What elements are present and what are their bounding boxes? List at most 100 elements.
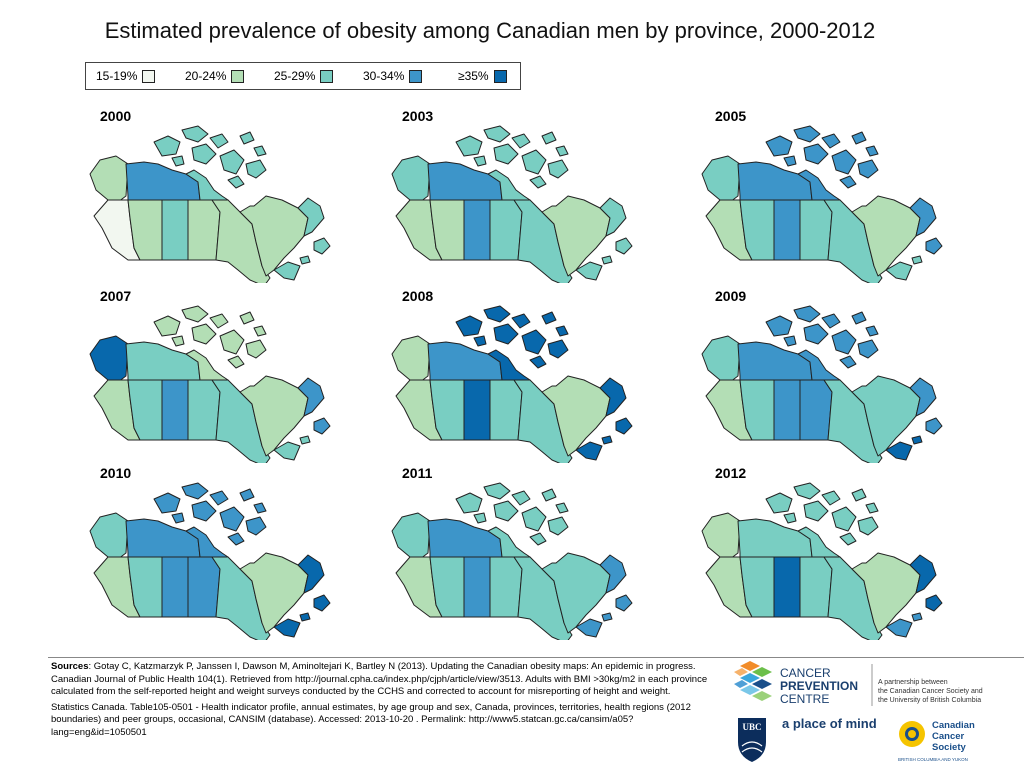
ccs-sub: BRITISH COLUMBIA AND YUKON [898, 757, 968, 762]
region-nt [427, 161, 503, 201]
region-nu [487, 349, 531, 381]
region-mb [187, 556, 221, 618]
legend-item: 15-19% [96, 69, 156, 83]
region-mb [489, 556, 523, 618]
arctic-island [803, 500, 829, 522]
legend-label: 30-34% [363, 69, 405, 83]
region-nu [185, 349, 229, 381]
arctic-island [821, 313, 841, 329]
arctic-island [245, 516, 267, 536]
region-sk [773, 199, 801, 261]
legend-label: 25-29% [274, 69, 316, 83]
region-pei [299, 435, 311, 445]
partnership-line1: A partnership between [878, 679, 948, 686]
arctic-island [219, 506, 245, 532]
region-sk [161, 379, 189, 441]
arctic-island [765, 135, 793, 157]
region-newfoundland-island [313, 237, 331, 255]
legend-item: 30-34% [363, 69, 423, 83]
region-yt [89, 512, 129, 560]
arctic-island [245, 159, 267, 179]
canada-map [89, 125, 331, 283]
region-yt [391, 512, 431, 560]
region-nl [599, 554, 627, 594]
arctic-island [209, 490, 229, 506]
region-yt [391, 335, 431, 383]
arctic-island [851, 131, 867, 145]
region-yt [391, 155, 431, 203]
region-nl [599, 197, 627, 237]
region-nu [797, 349, 841, 381]
legend-label: ≥35% [458, 69, 489, 83]
region-newfoundland-island [925, 417, 943, 435]
partner-logos: CANCER PREVENTION CENTRE A partnership b… [730, 660, 1020, 765]
arctic-island [493, 143, 519, 165]
arctic-island [483, 125, 511, 143]
map-year-label: 2010 [100, 465, 132, 481]
arctic-island [209, 313, 229, 329]
map-panel: 2010 [88, 465, 388, 640]
region-qc [851, 552, 921, 634]
arctic-island [783, 335, 797, 347]
region-mb [187, 379, 221, 441]
arctic-island [171, 512, 185, 524]
arctic-island [765, 315, 793, 337]
region-newfoundland-island [615, 237, 633, 255]
arctic-island [851, 311, 867, 325]
arctic-island [541, 311, 557, 325]
legend-swatch [493, 69, 507, 83]
region-sk [773, 379, 801, 441]
region-yt [89, 155, 129, 203]
region-pei [911, 435, 923, 445]
arctic-island [181, 125, 209, 143]
logos-graphic: CANCER PREVENTION CENTRE A partnership b… [734, 661, 983, 762]
map-panel: 2003 [390, 108, 690, 283]
region-nl [909, 377, 937, 417]
legend-item: ≥35% [458, 69, 507, 83]
map-panel: 2008 [390, 288, 690, 463]
region-nt [427, 518, 503, 558]
arctic-island [857, 159, 879, 179]
arctic-island [511, 133, 531, 149]
ccs-line3: Society [932, 742, 967, 753]
ccs-line1: Canadian [932, 720, 975, 731]
arctic-island [529, 175, 547, 189]
region-yt [701, 155, 741, 203]
map-year-label: 2012 [715, 465, 747, 481]
region-nt [125, 161, 201, 201]
arctic-island [239, 311, 255, 325]
region-nt [737, 161, 813, 201]
region-yt [89, 335, 129, 383]
region-mb [799, 379, 833, 441]
map-panel: 2005 [700, 108, 1000, 283]
arctic-island [821, 490, 841, 506]
map-panel: 2007 [88, 288, 388, 463]
arctic-island [239, 131, 255, 145]
arctic-island [473, 512, 487, 524]
arctic-island [547, 516, 569, 536]
map-year-label: 2005 [715, 108, 747, 124]
arctic-island [857, 339, 879, 359]
arctic-island [783, 155, 797, 167]
arctic-island [793, 305, 821, 323]
region-pei [911, 612, 923, 622]
region-sk [463, 199, 491, 261]
canada-map [701, 482, 943, 640]
sources-statcan: Statistics Canada. Table105-0501 - Healt… [51, 701, 691, 738]
arctic-island [227, 355, 245, 369]
arctic-island [455, 135, 483, 157]
canada-map [89, 305, 331, 463]
map-panel: 2000 [88, 108, 388, 283]
region-qc [239, 375, 309, 457]
region-qc [851, 375, 921, 457]
region-mar [885, 618, 913, 638]
arctic-island [245, 339, 267, 359]
region-sk [463, 379, 491, 441]
canada-map [89, 482, 331, 640]
arctic-island [493, 323, 519, 345]
region-nl [297, 197, 325, 237]
arctic-island [821, 133, 841, 149]
region-newfoundland-island [313, 417, 331, 435]
arctic-island [253, 502, 267, 514]
sources-citation: Sources: Gotay C, Katzmarzyk P, Janssen … [51, 661, 723, 699]
